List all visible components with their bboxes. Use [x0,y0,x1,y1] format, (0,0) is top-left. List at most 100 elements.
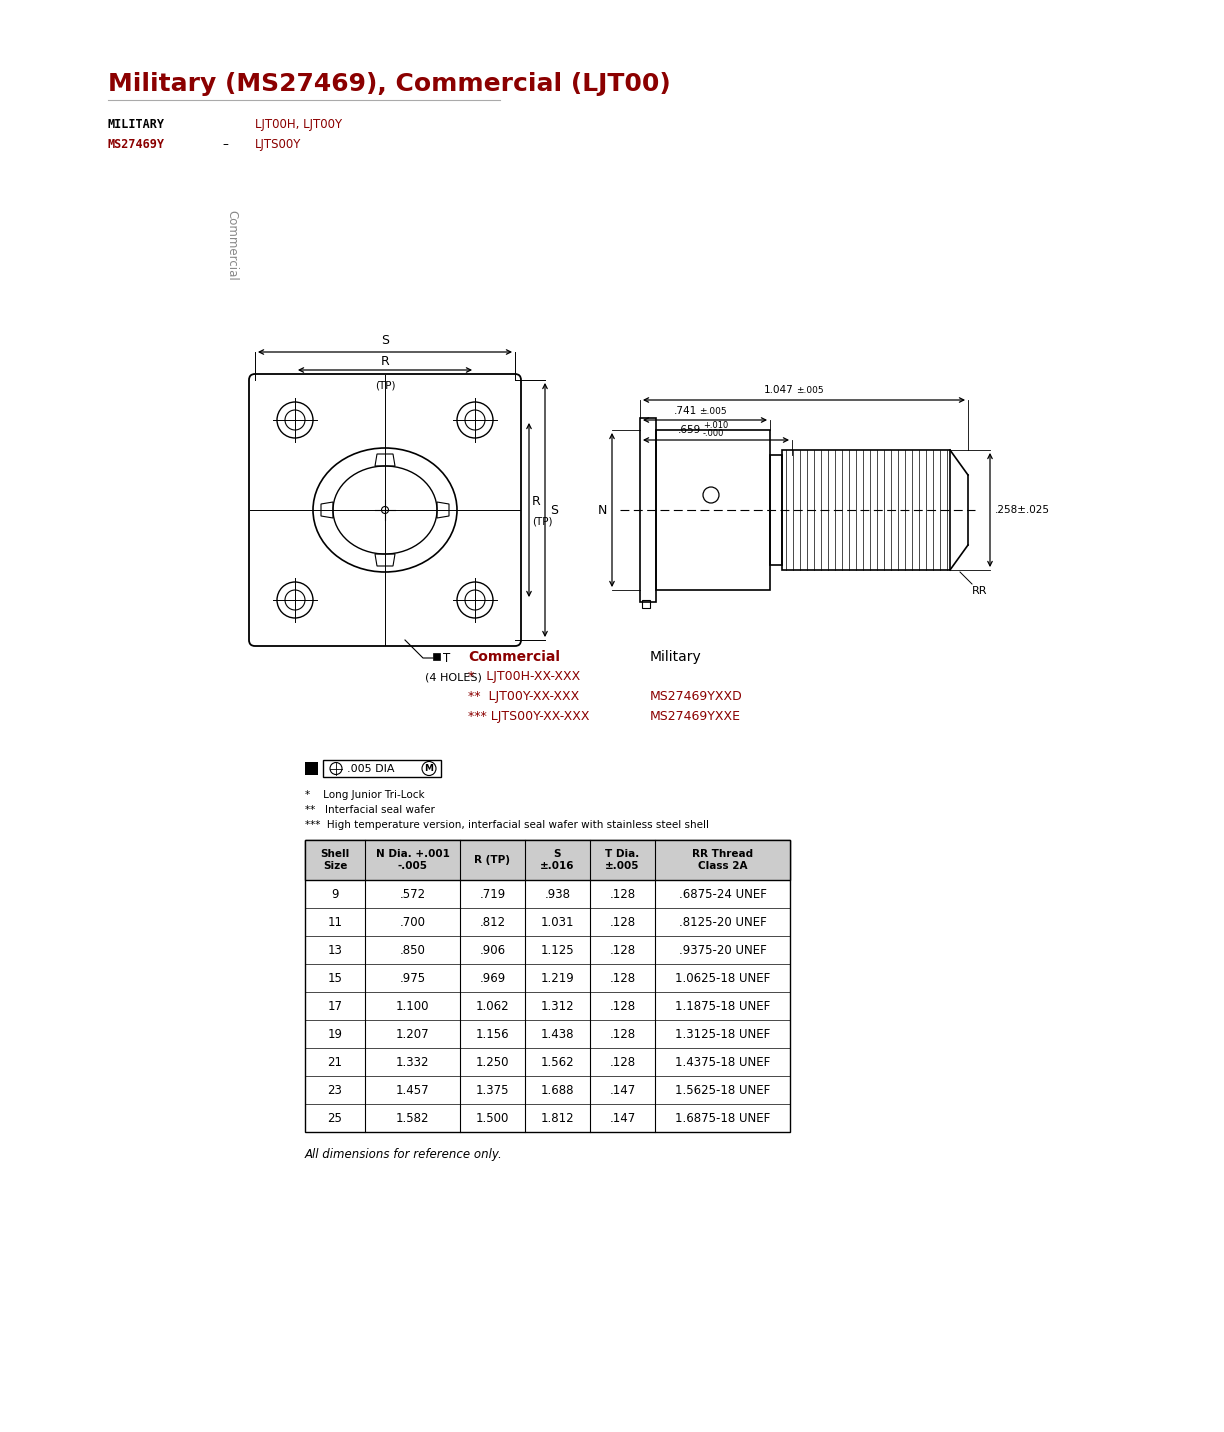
Text: .9375-20 UNEF: .9375-20 UNEF [678,944,766,957]
Text: R (TP): R (TP) [475,855,510,865]
Text: RR: RR [972,586,988,596]
Text: R: R [532,495,541,508]
Text: Military: Military [650,650,701,664]
Text: .128: .128 [610,1055,635,1068]
Text: N Dia. +.001
-.005: N Dia. +.001 -.005 [376,849,449,871]
Bar [433,653,439,660]
Text: 1.207: 1.207 [395,1028,430,1041]
Text: Commercial: Commercial [468,650,561,664]
Text: ***  High temperature version, interfacial seal wafer with stainless steel shell: *** High temperature version, interfacia… [305,821,709,831]
Text: (TP): (TP) [532,516,552,526]
Bar [305,762,318,775]
Text: S
±.016: S ±.016 [540,849,575,871]
Bar [770,455,782,566]
Text: MS27469YXXE: MS27469YXXE [650,710,741,723]
Text: T: T [443,652,450,664]
Text: 1.438: 1.438 [541,1028,574,1041]
Text: *    Long Junior Tri-Lock: * Long Junior Tri-Lock [305,790,425,800]
Text: 13: 13 [328,944,343,957]
Text: .741: .741 [673,407,696,417]
Text: .005 DIA: .005 DIA [346,763,394,773]
Text: 1.100: 1.100 [395,1000,430,1012]
Text: 1.125: 1.125 [541,944,574,957]
Text: 1.332: 1.332 [395,1055,430,1068]
Text: M: M [425,765,433,773]
Text: 25: 25 [328,1111,343,1124]
Text: *   LJT00H-XX-XXX: * LJT00H-XX-XXX [468,670,580,683]
Text: 1.562: 1.562 [541,1055,574,1068]
Bar [305,841,789,881]
Text: T Dia.
±.005: T Dia. ±.005 [605,849,640,871]
Text: .8125-20 UNEF: .8125-20 UNEF [678,915,766,928]
Bar [782,450,950,570]
Text: 1.250: 1.250 [476,1055,509,1068]
Text: MS27469YXXD: MS27469YXXD [650,690,743,703]
Text: 15: 15 [328,971,343,985]
Text: LJT00H, LJT00Y: LJT00H, LJT00Y [255,117,343,130]
Text: +.010: +.010 [703,421,728,430]
Text: 1.375: 1.375 [476,1084,509,1097]
Text: .128: .128 [610,1028,635,1041]
Text: 1.500: 1.500 [476,1111,509,1124]
Text: S: S [550,504,558,517]
Text: .975: .975 [399,971,426,985]
Text: 1.3125-18 UNEF: 1.3125-18 UNEF [674,1028,770,1041]
Text: .147: .147 [610,1111,635,1124]
Text: 1.031: 1.031 [541,915,574,928]
Text: 1.062: 1.062 [476,1000,509,1012]
Text: .147: .147 [610,1084,635,1097]
Text: 1.0625-18 UNEF: 1.0625-18 UNEF [674,971,770,985]
Text: *** LJTS00Y-XX-XXX: *** LJTS00Y-XX-XXX [468,710,590,723]
Text: 11: 11 [328,915,343,928]
Text: N: N [597,504,607,517]
Text: .128: .128 [610,888,635,901]
Text: 1.1875-18 UNEF: 1.1875-18 UNEF [674,1000,770,1012]
Text: 1.4375-18 UNEF: 1.4375-18 UNEF [674,1055,770,1068]
Text: ±.005: ±.005 [699,407,727,417]
Text: .938: .938 [545,888,570,901]
Text: (4 HOLES): (4 HOLES) [425,672,482,682]
Bar [640,418,656,601]
Bar [643,600,650,609]
Text: All dimensions for reference only.: All dimensions for reference only. [305,1148,503,1161]
Text: 21: 21 [328,1055,343,1068]
Text: Commercial: Commercial [225,211,239,281]
Text: Military (MS27469), Commercial (LJT00): Military (MS27469), Commercial (LJT00) [108,72,671,96]
Text: MS27469Y: MS27469Y [108,137,165,150]
Text: .128: .128 [610,1000,635,1012]
Text: 1.312: 1.312 [541,1000,574,1012]
Text: 1.5625-18 UNEF: 1.5625-18 UNEF [674,1084,770,1097]
Text: **   Interfacial seal wafer: ** Interfacial seal wafer [305,805,435,815]
Text: R: R [381,355,389,368]
Text: 9: 9 [332,888,339,901]
Text: RR Thread
Class 2A: RR Thread Class 2A [692,849,753,871]
Bar [305,841,789,1133]
Text: .850: .850 [399,944,426,957]
Text: 23: 23 [328,1084,343,1097]
Text: 19: 19 [328,1028,343,1041]
Text: S: S [381,334,389,347]
Text: -.000: -.000 [703,430,725,438]
Text: .572: .572 [399,888,426,901]
Text: .659: .659 [678,425,701,435]
Text: .128: .128 [610,944,635,957]
Text: –: – [222,137,228,150]
Text: 1.6875-18 UNEF: 1.6875-18 UNEF [674,1111,770,1124]
Text: 1.156: 1.156 [476,1028,509,1041]
Text: LJTS00Y: LJTS00Y [255,137,301,150]
Text: 1.457: 1.457 [395,1084,430,1097]
Text: 1.219: 1.219 [541,971,574,985]
Text: 1.582: 1.582 [395,1111,430,1124]
Text: ±.005: ±.005 [796,387,824,395]
Bar [656,430,770,590]
Text: **  LJT00Y-XX-XXX: ** LJT00Y-XX-XXX [468,690,579,703]
Text: .6875-24 UNEF: .6875-24 UNEF [678,888,766,901]
Text: 17: 17 [328,1000,343,1012]
Text: (TP): (TP) [375,379,395,390]
Text: .719: .719 [480,888,506,901]
Text: 1.812: 1.812 [541,1111,574,1124]
Text: .128: .128 [610,915,635,928]
Text: Shell
Size: Shell Size [321,849,350,871]
Text: .812: .812 [480,915,506,928]
Bar [323,760,441,778]
